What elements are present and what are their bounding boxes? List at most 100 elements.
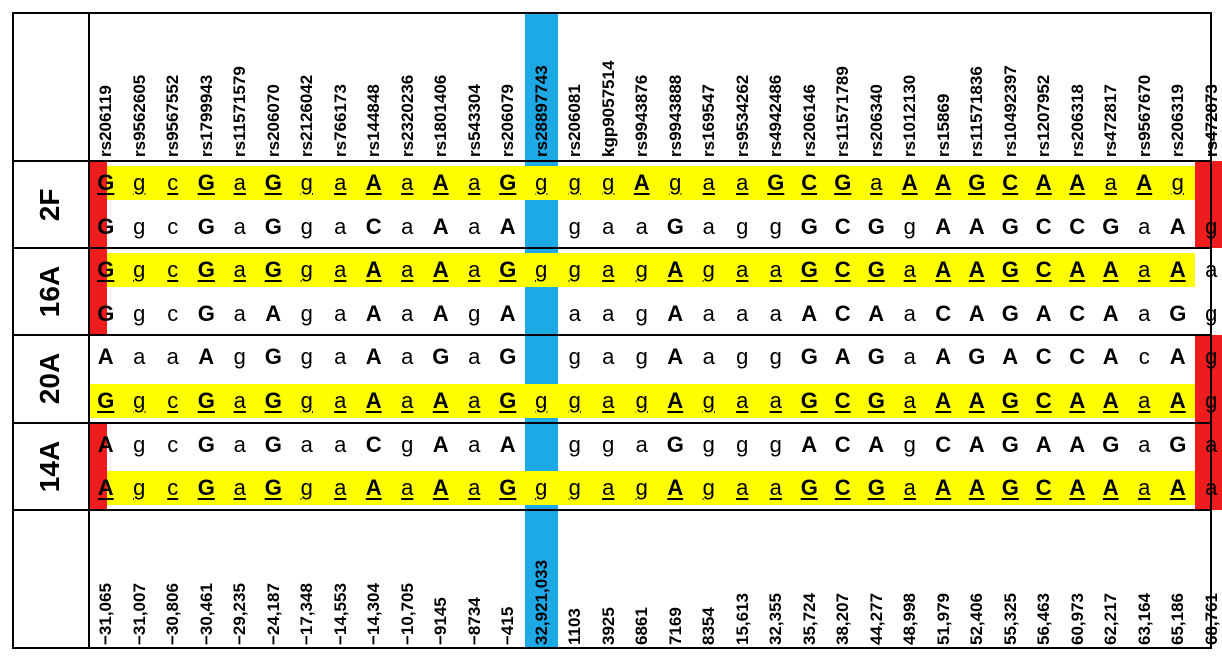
position-label: 56,463: [1034, 593, 1053, 645]
allele-cell: a: [903, 388, 916, 413]
allele-cell: g: [903, 213, 916, 239]
allele-cell: a: [769, 475, 782, 501]
snp-id-label: rs1207952: [1034, 74, 1053, 157]
allele-cell: g: [635, 344, 648, 370]
allele-cell: g: [568, 344, 581, 370]
position-label: 3925: [598, 607, 618, 645]
allele-cell: A: [968, 257, 985, 283]
allele-cell: a: [401, 300, 414, 326]
allele-cell: C: [1035, 344, 1052, 370]
allele-cell: a: [903, 257, 916, 283]
allele-cell: a: [1138, 257, 1151, 283]
allele-cell: g: [635, 257, 648, 283]
marker-cell: [1194, 422, 1222, 467]
allele-cell: G: [264, 257, 282, 283]
allele-cell: G: [197, 170, 215, 195]
allele-cell: G: [1001, 475, 1019, 501]
allele-cell: C: [1035, 257, 1052, 283]
allele-cell: g: [769, 213, 782, 239]
allele-cell: G: [1001, 388, 1019, 413]
position-label: −8734: [464, 597, 484, 645]
allele-cell: c: [167, 257, 179, 283]
allele-cell: g: [736, 213, 749, 239]
allele-cell: G: [264, 431, 282, 457]
grid-line: [12, 509, 1212, 511]
allele-cell: a: [1104, 170, 1117, 195]
allele-cell: g: [702, 257, 715, 283]
position-label: 8354: [699, 607, 718, 645]
allele-cell: A: [1069, 475, 1086, 501]
allele-cell: A: [968, 431, 985, 457]
allele-cell: a: [702, 344, 715, 370]
allele-cell: a: [903, 300, 916, 326]
snp-id-label: rs15869: [933, 93, 953, 157]
snp-id-label: rs28897743: [531, 65, 551, 157]
position-label: 15,613: [732, 593, 752, 645]
allele-cell: a: [702, 300, 715, 326]
allele-cell: g: [300, 344, 313, 370]
allele-cell: A: [432, 213, 449, 239]
risk-haplotype-highlight: [89, 384, 1195, 418]
allele-cell: a: [769, 257, 782, 283]
allele-cell: a: [401, 257, 414, 283]
grid-line: [12, 334, 1212, 337]
allele-cell: G: [968, 344, 986, 370]
allele-cell: a: [334, 170, 347, 195]
allele-cell: a: [736, 300, 749, 326]
allele-cell: c: [1138, 344, 1150, 370]
allele-cell: A: [432, 431, 449, 457]
allele-cell: g: [669, 170, 682, 195]
position-label: −10,705: [397, 583, 417, 645]
marker-cell: [1194, 379, 1222, 423]
allele-cell: A: [365, 300, 382, 326]
allele-cell: G: [499, 388, 517, 413]
allele-cell: G: [867, 213, 885, 239]
allele-cell: G: [968, 170, 986, 195]
sample-label: 14A: [34, 440, 65, 492]
allele-cell: a: [602, 300, 615, 326]
allele-cell: c: [167, 170, 179, 195]
allele-cell: A: [432, 170, 449, 195]
snp-id-label: rs144848: [364, 84, 383, 157]
allele-cell: a: [1138, 300, 1151, 326]
allele-cell: C: [1035, 475, 1052, 501]
grid-line: [88, 12, 90, 649]
allele-cell: a: [903, 344, 916, 370]
allele-cell: A: [1102, 344, 1119, 370]
allele-cell: C: [935, 300, 952, 326]
allele-cell: a: [334, 300, 347, 326]
allele-cell: A: [1169, 213, 1186, 239]
snp-id-label: rs206079: [498, 84, 517, 157]
position-label: 51,979: [933, 593, 953, 645]
allele-cell: a: [468, 213, 481, 239]
snp-id-label: rs11571836: [967, 66, 986, 157]
position-label: −29,235: [230, 583, 249, 645]
allele-cell: A: [1002, 344, 1019, 370]
position-label: −30,461: [196, 583, 216, 645]
allele-cell: G: [197, 431, 215, 457]
allele-cell: A: [365, 344, 382, 370]
allele-cell: a: [468, 475, 481, 501]
allele-cell: G: [867, 344, 885, 370]
marker-cell: [1194, 161, 1222, 205]
allele-cell: C: [365, 213, 382, 239]
snp-id-label: rs9562605: [129, 74, 149, 157]
position-label: 32,355: [766, 593, 785, 645]
allele-cell: A: [365, 257, 382, 283]
allele-cell: g: [300, 300, 313, 326]
position-label: −17,348: [297, 583, 316, 645]
allele-cell: a: [602, 257, 615, 283]
risk-haplotype-highlight: [89, 253, 1195, 287]
position-label: 1103: [565, 608, 584, 645]
allele-cell: a: [401, 213, 414, 239]
allele-cell: C: [834, 431, 851, 457]
allele-cell: C: [1035, 213, 1052, 239]
allele-cell: g: [702, 388, 715, 413]
position-label: −415: [498, 606, 517, 645]
sample-label: 20A: [34, 353, 65, 405]
snp-id-label: rs1801406: [431, 74, 450, 157]
allele-cell: a: [468, 344, 481, 370]
allele-cell: A: [935, 388, 952, 413]
allele-cell: G: [767, 170, 785, 195]
